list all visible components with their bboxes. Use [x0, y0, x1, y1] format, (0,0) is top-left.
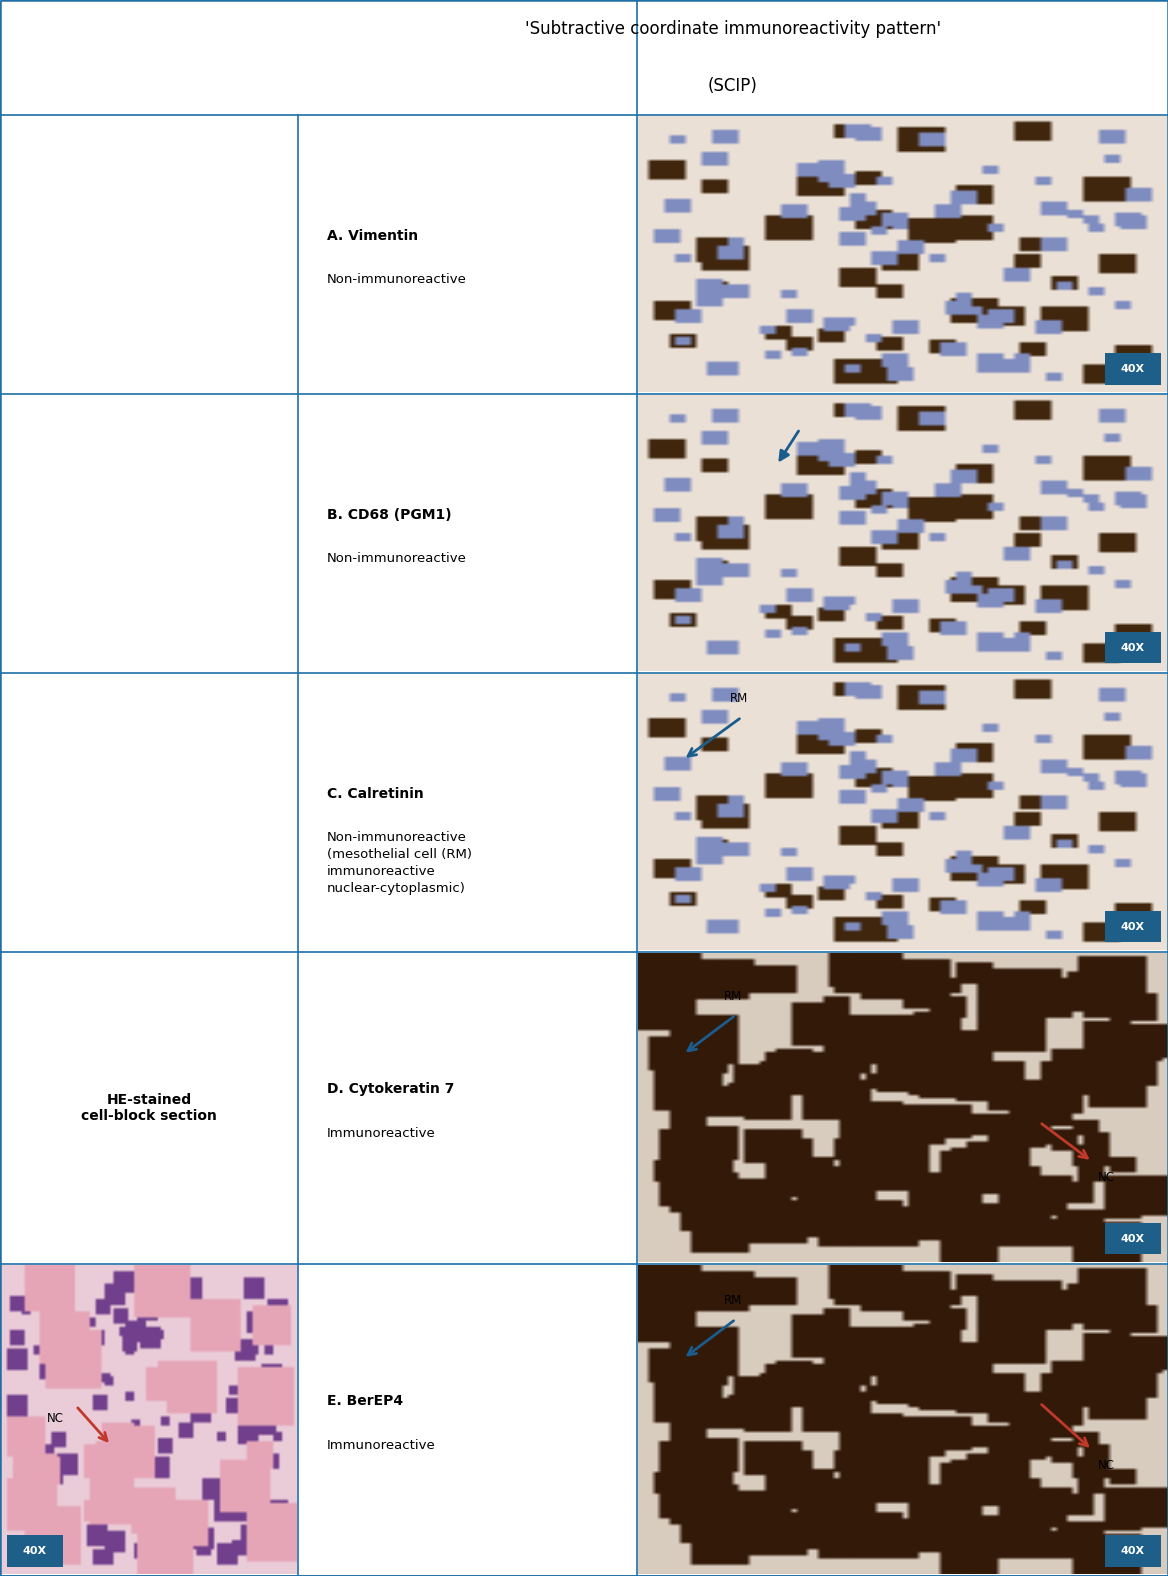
Text: 40X: 40X: [1121, 643, 1145, 652]
Text: NC: NC: [1098, 1171, 1115, 1184]
Text: B. CD68 (PGM1): B. CD68 (PGM1): [327, 507, 452, 522]
Text: Non-immunoreactive: Non-immunoreactive: [327, 553, 467, 566]
Text: 40X: 40X: [1121, 922, 1145, 931]
Text: 'Subtractive coordinate immunoreactivity pattern': 'Subtractive coordinate immunoreactivity…: [524, 20, 941, 38]
Text: HE-stained
cell-block section: HE-stained cell-block section: [81, 1092, 217, 1124]
Text: 40X: 40X: [23, 1546, 47, 1556]
Text: NC: NC: [47, 1412, 64, 1425]
Bar: [1105, 632, 1161, 663]
Bar: [1105, 1535, 1161, 1567]
Text: D. Cytokeratin 7: D. Cytokeratin 7: [327, 1083, 454, 1095]
Bar: [1105, 1223, 1161, 1254]
Text: RM: RM: [724, 1294, 743, 1307]
Bar: [1105, 911, 1161, 942]
Text: Non-immunoreactive
(mesothelial cell (RM)
immunoreactive
nuclear-cytoplasmic): Non-immunoreactive (mesothelial cell (RM…: [327, 832, 472, 895]
Text: C. Calretinin: C. Calretinin: [327, 786, 424, 801]
Bar: [1105, 353, 1161, 385]
Bar: [7, 1535, 63, 1567]
Text: 40X: 40X: [1121, 1234, 1145, 1243]
Text: A. Vimentin: A. Vimentin: [327, 229, 418, 243]
Text: 40X: 40X: [1121, 1546, 1145, 1556]
Text: Non-immunoreactive: Non-immunoreactive: [327, 274, 467, 287]
Text: Immunoreactive: Immunoreactive: [327, 1439, 436, 1451]
Text: RM: RM: [724, 990, 743, 1002]
Text: Immunoreactive: Immunoreactive: [327, 1127, 436, 1139]
Text: RM: RM: [730, 692, 749, 704]
Text: E. BerEP4: E. BerEP4: [327, 1395, 403, 1407]
Text: NC: NC: [1098, 1459, 1115, 1472]
Text: 40X: 40X: [1121, 364, 1145, 374]
Text: (SCIP): (SCIP): [708, 77, 758, 95]
